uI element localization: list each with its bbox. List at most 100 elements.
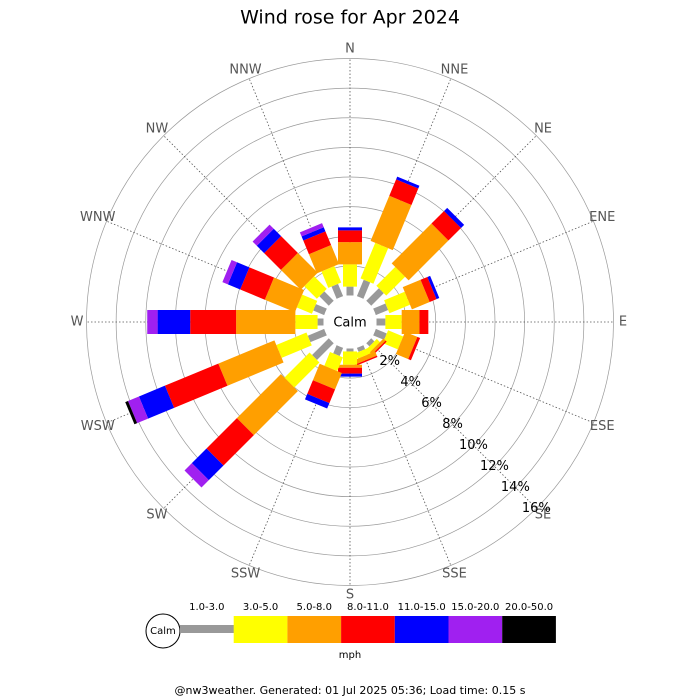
legend-label: 8.0-11.0 (347, 602, 389, 613)
ring-label: 12% (480, 459, 509, 474)
bar-segment (147, 310, 158, 334)
bar-segment (373, 303, 389, 316)
bar-segment (338, 373, 362, 377)
bar-segment (396, 176, 420, 189)
ring-label: 10% (459, 438, 488, 453)
bar-segment (218, 340, 284, 386)
direction-label: NNW (229, 62, 261, 77)
bar-segment (338, 367, 362, 374)
spoke (368, 340, 537, 509)
bar-segment (296, 294, 318, 314)
spoke (359, 346, 452, 566)
bar-segment (376, 318, 386, 326)
bar-segment (304, 276, 327, 299)
bars (125, 176, 465, 488)
chart-title: Wind rose for Apr 2024 (240, 7, 460, 29)
bar-segment (206, 418, 254, 466)
legend-swatch (448, 616, 503, 643)
bar-segment (264, 277, 305, 313)
bar-segment (338, 230, 362, 243)
legend-label: 15.0-20.0 (451, 602, 499, 613)
bar-segment (222, 259, 238, 285)
bar-segment (356, 279, 371, 299)
direction-label: WSW (81, 419, 115, 434)
bar-segment (299, 223, 324, 237)
bar-segment (312, 338, 334, 360)
bar-segment (389, 179, 419, 205)
footer: @nw3weather. Generated: 01 Jul 2025 05:3… (175, 684, 526, 697)
direction-label: ENE (589, 210, 615, 225)
bar-segment (333, 345, 344, 357)
bar-segment (304, 393, 330, 409)
direction-label: SE (535, 508, 551, 523)
bar-segment (346, 286, 354, 296)
bar-segment (252, 224, 274, 246)
bar-segment (354, 355, 378, 367)
bar-segment (353, 351, 377, 365)
bar-segment (280, 252, 318, 290)
bar-segment (444, 207, 465, 228)
bar-segment (401, 310, 420, 334)
legend-swatch (341, 616, 395, 643)
bar-segment (343, 351, 357, 365)
bar-segment (307, 380, 336, 404)
ring-label: 14% (501, 480, 530, 495)
bar-segment (312, 363, 342, 390)
bar-segment (240, 267, 275, 300)
bar-segment (420, 276, 437, 302)
ring-label: 4% (400, 375, 421, 390)
bar-segment (373, 328, 387, 340)
bar-segment (331, 283, 344, 299)
direction-label: E (619, 315, 627, 330)
bar-segment (338, 227, 362, 231)
legend-swatch (180, 625, 236, 633)
bar-segment (402, 279, 430, 310)
bar-segment (419, 310, 429, 334)
bar-segment (431, 210, 462, 241)
bar-segment (125, 400, 138, 425)
bar-segment (366, 338, 386, 358)
bar-segment (127, 396, 149, 424)
calm-label: Calm (333, 316, 366, 331)
legend-label: 3.0-5.0 (243, 602, 278, 613)
bar-segment (355, 347, 371, 359)
bar-segment (408, 336, 421, 361)
legend-label: 5.0-8.0 (297, 602, 332, 613)
bar-segment (184, 463, 209, 488)
direction-label: ESE (590, 419, 615, 434)
bar-segment (382, 330, 404, 350)
bar-segment (190, 310, 237, 334)
direction-label: WNW (80, 210, 116, 225)
bar-segment (236, 374, 298, 436)
legend-label: 11.0-15.0 (398, 602, 446, 613)
bar-segment (301, 227, 326, 241)
direction-label: SSW (231, 567, 261, 582)
bar-segment (138, 385, 175, 419)
bar-segment (284, 352, 320, 388)
direction-label: NW (146, 121, 169, 136)
bar-segment (308, 245, 340, 274)
bar-segment (191, 448, 224, 481)
bar-segment (366, 338, 380, 352)
bar-segment (366, 338, 375, 347)
direction-label: W (71, 315, 84, 330)
legend-label: 1.0-3.0 (189, 602, 224, 613)
bar-segment (370, 195, 412, 251)
bar-segment (264, 236, 298, 270)
direction-label: NE (534, 121, 552, 136)
bar-segment (157, 310, 191, 334)
bar-segment (276, 332, 312, 358)
legend-swatch (233, 616, 288, 643)
direction-label: S (346, 588, 354, 603)
bar-segment (356, 345, 366, 352)
bar-segment (307, 328, 327, 343)
bar-segment (338, 364, 362, 368)
bar-segment (366, 288, 384, 306)
direction-label: SSE (442, 567, 467, 582)
ring-label: 16% (522, 501, 551, 516)
direction-label: N (345, 42, 355, 57)
bar-segment (376, 266, 406, 296)
bar-segment (395, 331, 418, 360)
ring (86, 58, 614, 586)
legend-label: 20.0-50.0 (505, 602, 553, 613)
